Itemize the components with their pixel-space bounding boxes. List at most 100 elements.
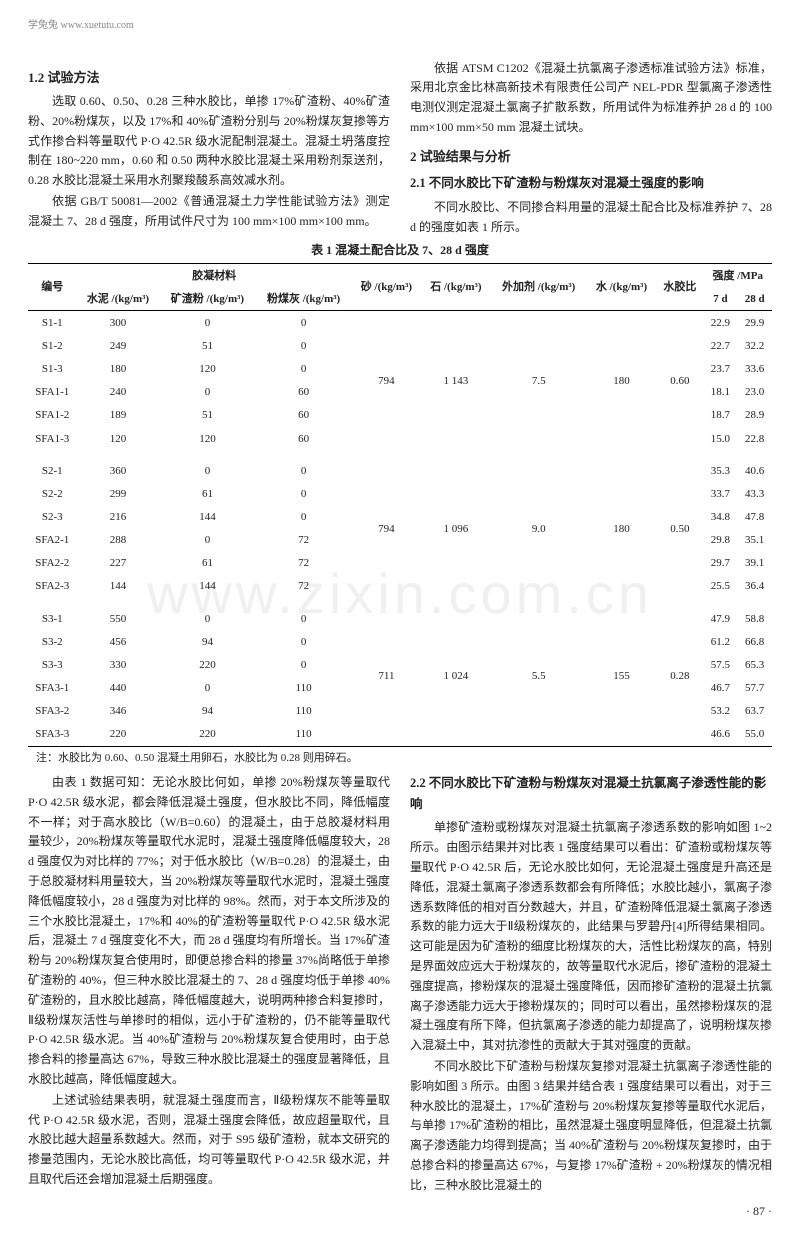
table-cell: 180 — [77, 358, 160, 381]
table-cell-shared: 711 — [352, 607, 421, 746]
col-water: 水 /(kg/m³) — [587, 264, 656, 311]
col-wb: 水胶比 — [656, 264, 703, 311]
table-cell: 299 — [77, 482, 160, 505]
table-cell: 110 — [256, 677, 352, 700]
table-cell: 29.7 — [704, 552, 738, 575]
table-cell: SFA2-1 — [28, 529, 77, 552]
table-cell: 39.1 — [737, 552, 772, 575]
para-2-1: 不同水胶比、不同掺合料用量的混凝土配合比及标准养护 7、28 d 的强度如表 1… — [410, 198, 772, 238]
table-cell: 32.2 — [737, 335, 772, 358]
table-cell: 110 — [256, 723, 352, 747]
table-cell: 94 — [159, 700, 255, 723]
table-cell: 550 — [77, 607, 160, 630]
table-cell: 60 — [256, 427, 352, 450]
table-cell: 23.7 — [704, 358, 738, 381]
table-row: S2-1360007941 0969.01800.5035.340.6 — [28, 459, 772, 482]
table-cell: S1-1 — [28, 311, 77, 335]
table-cell-shared: 0.60 — [656, 311, 703, 450]
table-cell: 63.7 — [737, 700, 772, 723]
table-1: 编号 胶凝材料 砂 /(kg/m³) 石 /(kg/m³) 外加剂 /(kg/m… — [28, 263, 772, 747]
table-cell: 0 — [159, 459, 255, 482]
table-cell-shared: 794 — [352, 459, 421, 598]
table-cell: 330 — [77, 653, 160, 676]
table-cell: S3-2 — [28, 630, 77, 653]
table-cell: S2-1 — [28, 459, 77, 482]
table-cell-shared: 9.0 — [491, 459, 587, 598]
table-row: S1-1300007941 1437.51800.6022.929.9 — [28, 311, 772, 335]
table-cell: SFA3-1 — [28, 677, 77, 700]
col-sand: 砂 /(kg/m³) — [352, 264, 421, 311]
table-cell: 60 — [256, 404, 352, 427]
table-cell: 57.5 — [704, 653, 738, 676]
table-cell: 0 — [159, 677, 255, 700]
table-cell: 189 — [77, 404, 160, 427]
col-id: 编号 — [28, 264, 77, 311]
table-cell: 0 — [256, 482, 352, 505]
para-analysis-d: 不同水胶比下矿渣粉与粉煤灰复掺对混凝土抗氯离子渗透性能的影响如图 3 所示。由图… — [410, 1057, 772, 1196]
col-group-strength: 强度 /MPa — [704, 264, 772, 288]
table-cell: 34.8 — [704, 506, 738, 529]
table-cell: 0 — [256, 630, 352, 653]
table-cell: 249 — [77, 335, 160, 358]
table-cell: S1-2 — [28, 335, 77, 358]
col-28d: 28 d — [737, 287, 772, 311]
table-cell: 61.2 — [704, 630, 738, 653]
para-analysis-c: 单掺矿渣粉或粉煤灰对混凝土抗氯离子渗透系数的影响如图 1~2 所示。由图示结果并… — [410, 818, 772, 1056]
page-number: · 87 · — [28, 1202, 772, 1222]
table-cell: 33.6 — [737, 358, 772, 381]
sec-1-2-title: 1.2 试验方法 — [28, 67, 390, 88]
table-cell: 57.7 — [737, 677, 772, 700]
table-cell: 36.4 — [737, 575, 772, 598]
table-cell: 22.9 — [704, 311, 738, 335]
table-cell: 220 — [159, 723, 255, 747]
table-cell: 0 — [256, 335, 352, 358]
table-cell-shared: 7.5 — [491, 311, 587, 450]
table-cell: 28.9 — [737, 404, 772, 427]
table-cell: 0 — [159, 529, 255, 552]
table-cell: 227 — [77, 552, 160, 575]
para-methods-1: 选取 0.60、0.50、0.28 三种水胶比，单掺 17%矿渣粉、40%矿渣粉… — [28, 92, 390, 191]
col-flyash: 粉煤灰 /(kg/m³) — [256, 287, 352, 311]
table-cell: 22.8 — [737, 427, 772, 450]
table-cell: 94 — [159, 630, 255, 653]
table-cell: SFA1-3 — [28, 427, 77, 450]
para-methods-3: 依据 ATSM C1202《混凝土抗氯离子渗透标准试验方法》标准，采用北京金比林… — [410, 59, 772, 138]
table-cell: 61 — [159, 482, 255, 505]
table-cell: 33.7 — [704, 482, 738, 505]
col-admix: 外加剂 /(kg/m³) — [491, 264, 587, 311]
table-cell: 40.6 — [737, 459, 772, 482]
table-cell: S1-3 — [28, 358, 77, 381]
table-cell: 29.8 — [704, 529, 738, 552]
table-cell: SFA1-2 — [28, 404, 77, 427]
table-cell: 360 — [77, 459, 160, 482]
table-cell: 43.3 — [737, 482, 772, 505]
table-cell: SFA3-3 — [28, 723, 77, 747]
table-cell: 0 — [256, 506, 352, 529]
para-analysis-b: 上述试验结果表明，就混凝土强度而言，Ⅱ级粉煤灰不能等量取代 P·O 42.5R … — [28, 1091, 390, 1190]
table-cell: 440 — [77, 677, 160, 700]
table-cell: 220 — [159, 653, 255, 676]
table-cell: 0 — [256, 607, 352, 630]
col-cement: 水泥 /(kg/m³) — [77, 287, 160, 311]
table-cell: 0 — [256, 311, 352, 335]
table-cell: 300 — [77, 311, 160, 335]
para-analysis-a: 由表 1 数据可知：无论水胶比何如，单掺 20%粉煤灰等量取代 P·O 42.5… — [28, 773, 390, 1090]
table-cell-shared: 155 — [587, 607, 656, 746]
table-cell: 65.3 — [737, 653, 772, 676]
table-cell: 288 — [77, 529, 160, 552]
table-cell: 0 — [256, 358, 352, 381]
table-cell: 72 — [256, 575, 352, 598]
table-cell: S3-3 — [28, 653, 77, 676]
table-cell-shared: 0.28 — [656, 607, 703, 746]
table-cell-shared: 1 024 — [421, 607, 490, 746]
table-cell: 58.8 — [737, 607, 772, 630]
table-cell: 0 — [159, 381, 255, 404]
table-row: S3-1550007111 0245.51550.2847.958.8 — [28, 607, 772, 630]
header-source: 学兔兔 www.xuetutu.com — [28, 18, 772, 35]
col-7d: 7 d — [704, 287, 738, 311]
table-cell: 144 — [159, 575, 255, 598]
table-cell: 47.8 — [737, 506, 772, 529]
col-stone: 石 /(kg/m³) — [421, 264, 490, 311]
sec-2-title: 2 试验结果与分析 — [410, 146, 772, 167]
table-cell: SFA1-1 — [28, 381, 77, 404]
